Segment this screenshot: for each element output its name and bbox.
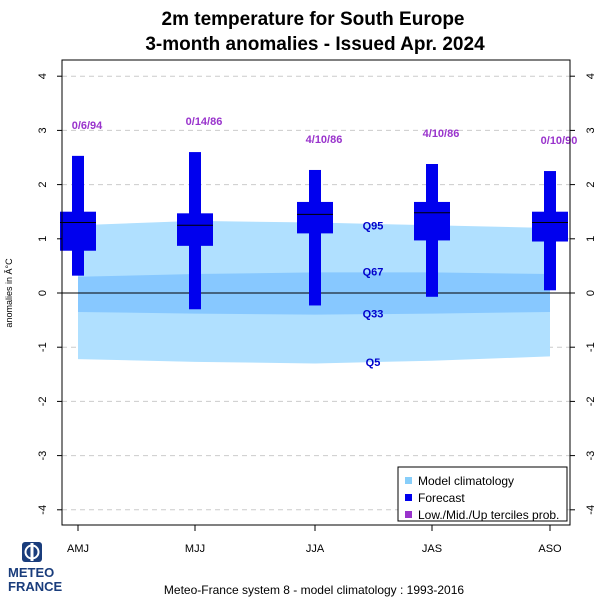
logo-line1: METEO: [8, 565, 54, 580]
x-tick-label: JAS: [422, 543, 442, 555]
y-tick-label-left: 3: [37, 127, 49, 133]
quantile-label: Q5: [366, 357, 381, 369]
legend-item-label: Forecast: [418, 491, 465, 505]
legend-item-label: Model climatology: [418, 474, 514, 488]
y-tick-label-right: 1: [585, 236, 597, 242]
y-tick-label-right: -4: [585, 505, 597, 515]
legend-item-label: Low./Mid./Up terciles prob.: [418, 508, 559, 522]
forecast-box: [297, 201, 333, 234]
meteo-france-logo: METEO FRANCE: [8, 542, 62, 594]
forecast-boxes: [60, 152, 568, 310]
forecast-box: [532, 211, 568, 242]
tercile-labels: 0/6/94 0/14/86 4/10/86 4/10/86 0/10/90: [72, 116, 578, 147]
logo-line2: FRANCE: [8, 579, 62, 594]
y-tick-label-right: -2: [585, 397, 597, 407]
y-tick-label-left: 2: [37, 182, 49, 188]
x-tick-label: MJJ: [185, 543, 205, 555]
meteo-france-logo-icon: [22, 542, 42, 562]
chart-title-line1: 2m temperature for South Europe: [162, 9, 465, 30]
axes: -4 -4 -3 -3 -2 -2 -1 -1 0 0 1 1 2 2 3 3 4 4 AMJ MJJ JJA JAS AS…: [37, 73, 597, 555]
tercile-label: 0/10/90: [541, 135, 578, 147]
x-tick-label: AMJ: [67, 543, 89, 555]
x-tick-label: ASO: [538, 543, 562, 555]
quantile-labels: Q95 Q67 Q33 Q5: [363, 220, 384, 369]
tercile-label: 0/14/86: [186, 116, 223, 128]
y-tick-label-left: -3: [37, 451, 49, 461]
y-tick-label-left: -1: [37, 342, 49, 352]
legend-swatch: [405, 494, 412, 501]
legend-box: [397, 466, 568, 522]
x-tick-label: JJA: [306, 543, 325, 555]
y-tick-label-right: 3: [585, 127, 597, 133]
y-tick-label-left: 4: [37, 73, 49, 79]
tercile-label: 4/10/86: [423, 128, 460, 140]
y-tick-label-right: 2: [585, 182, 597, 188]
tercile-label: 4/10/86: [306, 134, 343, 146]
quantile-label: Q33: [363, 309, 384, 321]
y-tick-label-left: -2: [37, 397, 49, 407]
tercile-label: 0/6/94: [72, 120, 103, 132]
forecast-whisker: [309, 169, 321, 306]
y-tick-label-right: -1: [585, 342, 597, 352]
quantile-label: Q67: [363, 266, 384, 278]
y-tick-label-left: -4: [37, 505, 49, 515]
chart-title-line2: 3-month anomalies - Issued Apr. 2024: [145, 34, 485, 55]
legend-swatch: [405, 477, 412, 484]
y-tick-label-left: 1: [37, 236, 49, 242]
y-tick-label-right: 0: [585, 290, 597, 296]
forecast-box: [414, 201, 450, 241]
forecast-box: [177, 213, 213, 246]
y-tick-label-left: 0: [37, 290, 49, 296]
quantile-label: Q95: [363, 220, 384, 232]
forecast-box: [60, 211, 96, 251]
y-tick-label-right: -3: [585, 451, 597, 461]
footer-text: Meteo-France system 8 - model climatolog…: [164, 583, 464, 597]
y-tick-label-right: 4: [585, 73, 597, 79]
legend: Model climatology Forecast Low./Mid./Up te…: [397, 466, 568, 522]
legend-swatch: [405, 511, 412, 518]
y-axis-label: anomalies in Â°C: [4, 258, 14, 328]
